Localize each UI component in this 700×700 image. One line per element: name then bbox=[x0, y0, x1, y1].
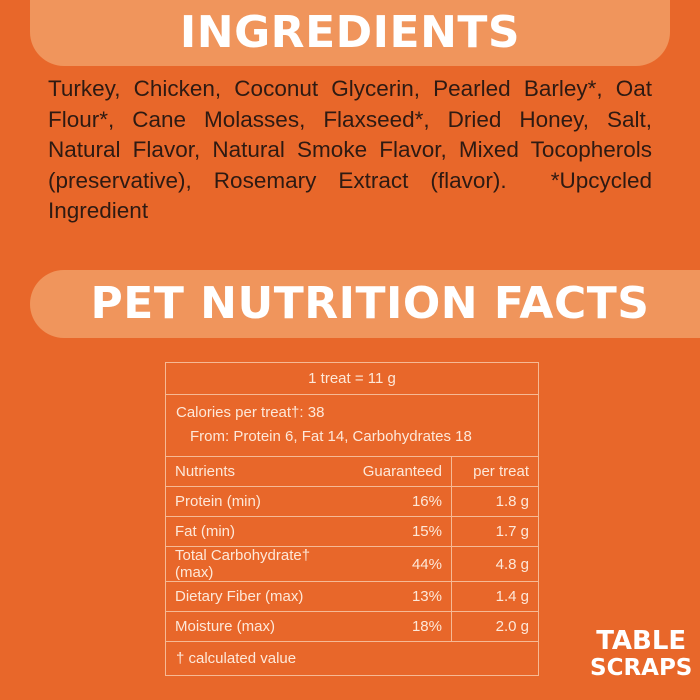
nutrition-heading: PET NUTRITION FACTS bbox=[30, 270, 700, 338]
ingredients-heading: INGREDIENTS bbox=[30, 0, 670, 66]
nutrient-row: Moisture (max) 18% 2.0 g bbox=[166, 611, 538, 641]
logo-line: TABLE bbox=[596, 626, 687, 656]
column-header: Nutrients bbox=[166, 456, 354, 487]
column-header: Guaranteed bbox=[353, 456, 452, 487]
nutrient-row: Dietary Fiber (max) 13% 1.4 g bbox=[166, 581, 538, 612]
nutrient-cell: Protein (min) bbox=[166, 486, 354, 517]
serving: 1 treat = 11 g bbox=[308, 370, 396, 387]
nutrition-table: 1 treat = 11 g Calories per treat†: 38 F… bbox=[165, 362, 539, 676]
nutrient-cell: Fat (min) bbox=[166, 516, 354, 547]
nutrient-cell: 2.0 g bbox=[451, 611, 538, 641]
calories: Calories per treat†: 38 From: Protein 6,… bbox=[166, 394, 538, 456]
nutrient-cell: 13% bbox=[353, 581, 452, 612]
nutrient-cell: 18% bbox=[353, 611, 452, 641]
nutrient-cell: Dietary Fiber (max) bbox=[166, 581, 354, 612]
calories-from: From: Protein 6, Fat 14, Carbohydrates 1… bbox=[190, 428, 472, 445]
logo-line: SCRAPS bbox=[590, 655, 693, 681]
nutrient-row: Fat (min) 15% 1.7 g bbox=[166, 516, 538, 547]
nutrient-cell: 44% bbox=[353, 546, 452, 582]
nutrient-cell: 16% bbox=[353, 486, 452, 517]
nutrient-row: Total Carbohydrate† (max) 44% 4.8 g bbox=[166, 546, 538, 582]
nutrient-row: Protein (min) 16% 1.8 g bbox=[166, 486, 538, 517]
nutrient-table: Nutrients Guaranteed per treat Protein (min… bbox=[166, 456, 538, 641]
logo: TABLE SCRAPS bbox=[590, 628, 692, 682]
header-row: Nutrients Guaranteed per treat bbox=[166, 456, 538, 487]
calories-line: Calories per treat†: 38 bbox=[176, 404, 325, 421]
column-header: per treat bbox=[451, 456, 538, 487]
nutrient-cell: Total Carbohydrate† (max) bbox=[166, 546, 354, 582]
nutrient-cell: Moisture (max) bbox=[166, 611, 354, 641]
nutrient-cell: 4.8 g bbox=[451, 546, 538, 582]
nutrient-cell: 1.4 g bbox=[451, 581, 538, 612]
nutrient-cell: 1.8 g bbox=[451, 486, 538, 517]
nutrient-cell: 1.7 g bbox=[451, 516, 538, 547]
ingredients-text: Turkey, Chicken, Coconut Glycerin, Pearl… bbox=[48, 76, 659, 223]
footnote: † calculated value bbox=[166, 641, 538, 675]
nutrient-cell: 15% bbox=[353, 516, 452, 547]
